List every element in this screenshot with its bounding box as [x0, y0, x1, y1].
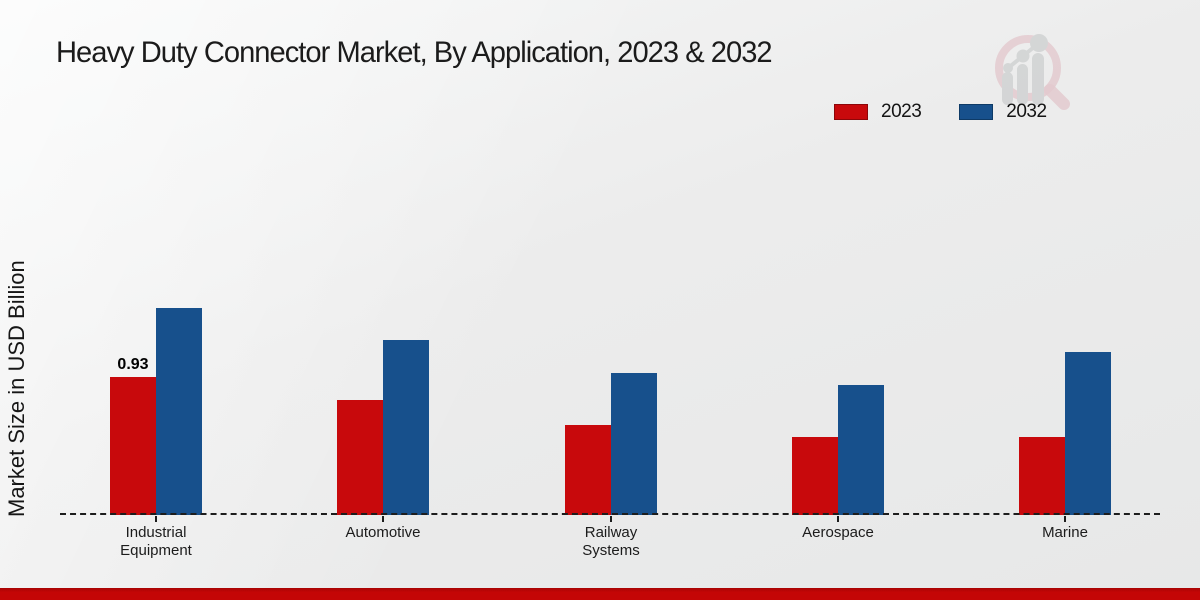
x-category-label-railway-systems: Railway Systems [582, 524, 640, 560]
legend: 2023 2032 [834, 101, 1047, 123]
x-tick-marine [1064, 516, 1066, 522]
legend-item-2032: 2032 [959, 101, 1047, 123]
bar-2023-industrial-equipment [110, 377, 156, 515]
x-category-label-automotive: Automotive [345, 524, 421, 541]
chart-title: Heavy Duty Connector Market, By Applicat… [56, 36, 773, 69]
footer-accent-bar [0, 588, 1200, 600]
bar-2032-industrial-equipment [156, 308, 202, 515]
legend-label-2032: 2032 [1006, 101, 1047, 122]
x-category-label-marine: Marine [1042, 524, 1088, 541]
bar-2023-marine [1019, 437, 1065, 515]
x-tick-railway-systems [610, 516, 612, 522]
bar-value-label-2023-industrial-equipment: 0.93 [117, 356, 149, 374]
legend-item-2023: 2023 [834, 101, 922, 123]
x-axis-baseline [60, 513, 1160, 515]
x-tick-automotive [382, 516, 384, 522]
x-tick-industrial-equipment [155, 516, 157, 522]
bar-2023-aerospace [792, 437, 838, 515]
bar-2032-railway-systems [611, 373, 657, 515]
bar-2023-railway-systems [565, 425, 611, 515]
bar-2032-marine [1065, 352, 1111, 515]
legend-label-2023: 2023 [881, 101, 922, 122]
bar-2023-automotive [337, 400, 383, 515]
x-category-label-aerospace: Aerospace [802, 524, 874, 541]
legend-swatch-2032 [959, 104, 994, 120]
x-category-label-industrial-equipment: Industrial Equipment [120, 524, 192, 560]
legend-swatch-2023 [834, 104, 868, 120]
bar-2032-aerospace [838, 385, 884, 515]
x-tick-aerospace [837, 516, 839, 522]
bar-2032-automotive [383, 340, 429, 515]
magnifier-chart-logo-icon [995, 34, 1070, 110]
